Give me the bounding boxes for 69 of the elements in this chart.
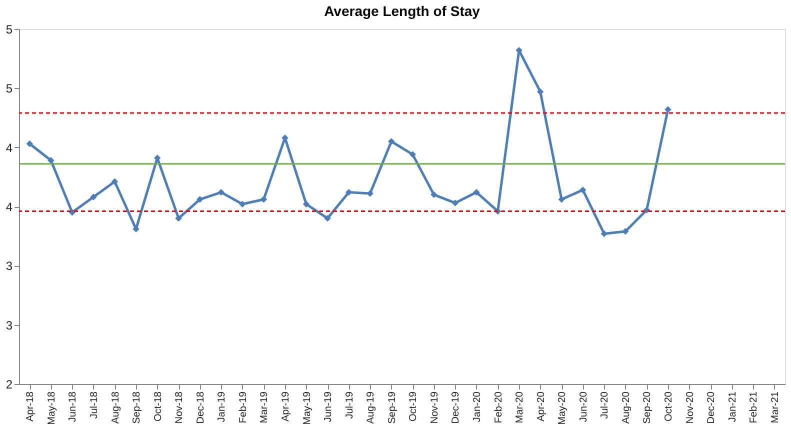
point bbox=[452, 200, 459, 206]
point bbox=[622, 228, 629, 235]
x-tick-label: Dec-18 bbox=[195, 391, 206, 424]
y-tick-label: 4 bbox=[6, 140, 13, 155]
x-tick-label: Jun-20 bbox=[578, 391, 590, 422]
x-tick-label: Sep-18 bbox=[132, 391, 143, 424]
point bbox=[558, 196, 565, 203]
point bbox=[48, 156, 54, 164]
point bbox=[366, 190, 374, 197]
point bbox=[90, 194, 97, 200]
chart-title: Average Length of Stay bbox=[324, 3, 480, 19]
x-tick-label: Jul-20 bbox=[600, 391, 611, 419]
x-tick-label: Aug-18 bbox=[110, 391, 122, 424]
x-tick-label: Sep-19 bbox=[386, 391, 398, 424]
x-tick-label: Nov-20 bbox=[684, 391, 696, 424]
x-tick-label: Apr-19 bbox=[280, 391, 292, 422]
x-tick-label: Nov-18 bbox=[174, 391, 186, 424]
x-tick-label: Dec-20 bbox=[706, 391, 718, 424]
x-tick-label: May-19 bbox=[302, 391, 313, 425]
point bbox=[218, 188, 224, 196]
point bbox=[111, 178, 118, 186]
point bbox=[536, 88, 544, 96]
x-tick-label: Apr-18 bbox=[25, 391, 36, 422]
x-tick-label: Mar-21 bbox=[770, 391, 781, 424]
x-tick-label: Aug-20 bbox=[620, 391, 632, 424]
point bbox=[473, 188, 480, 196]
point bbox=[345, 188, 352, 196]
point bbox=[302, 200, 310, 208]
x-tick-label: Aug-19 bbox=[366, 391, 377, 424]
x-tick-label: May-18 bbox=[46, 391, 58, 425]
x-tick-label: Jun-19 bbox=[323, 391, 334, 422]
point bbox=[324, 214, 331, 222]
x-tick-label: Mar-19 bbox=[259, 391, 270, 424]
point bbox=[175, 214, 182, 222]
y-tick-label: 3 bbox=[6, 259, 13, 274]
x-tick-label: Jun-18 bbox=[68, 391, 79, 422]
point bbox=[388, 138, 395, 145]
x-tick-label: Jan-21 bbox=[727, 391, 738, 422]
x-tick-label: Nov-19 bbox=[429, 391, 440, 424]
point bbox=[26, 140, 33, 148]
x-tick-label: Oct-19 bbox=[408, 391, 420, 422]
y-tick-label: 5 bbox=[6, 82, 13, 96]
point bbox=[260, 196, 268, 203]
x-tick-label: May-20 bbox=[557, 391, 568, 425]
point bbox=[239, 200, 246, 208]
point bbox=[600, 230, 608, 238]
x-tick-label: Feb-19 bbox=[238, 391, 249, 424]
x-tick-label: Dec-19 bbox=[450, 391, 462, 424]
x-tick-label: Feb-21 bbox=[748, 391, 760, 424]
x-tick-label: Jul-18 bbox=[88, 391, 100, 419]
y-tick-label: 3 bbox=[6, 318, 13, 332]
x-tick-label: Feb-20 bbox=[493, 391, 504, 424]
y-tick-label: 4 bbox=[6, 200, 13, 214]
point bbox=[580, 186, 586, 194]
x-tick-label: Oct-20 bbox=[663, 391, 674, 422]
x-tick-label: Jul-19 bbox=[344, 391, 356, 419]
x-tick-label: Apr-20 bbox=[536, 391, 547, 422]
point bbox=[643, 206, 650, 214]
point bbox=[409, 151, 416, 158]
y-tick-label: 2 bbox=[6, 378, 13, 392]
point bbox=[196, 196, 204, 203]
point bbox=[664, 106, 672, 113]
y-tick-label: 5 bbox=[6, 22, 13, 36]
x-tick-label: Jan-20 bbox=[472, 391, 483, 422]
point bbox=[430, 191, 438, 198]
x-tick-label: Jan-19 bbox=[216, 391, 228, 422]
x-tick-label: Mar-20 bbox=[514, 391, 526, 424]
x-tick-label: Oct-18 bbox=[152, 391, 164, 422]
x-tick-label: Sep-20 bbox=[642, 391, 654, 424]
